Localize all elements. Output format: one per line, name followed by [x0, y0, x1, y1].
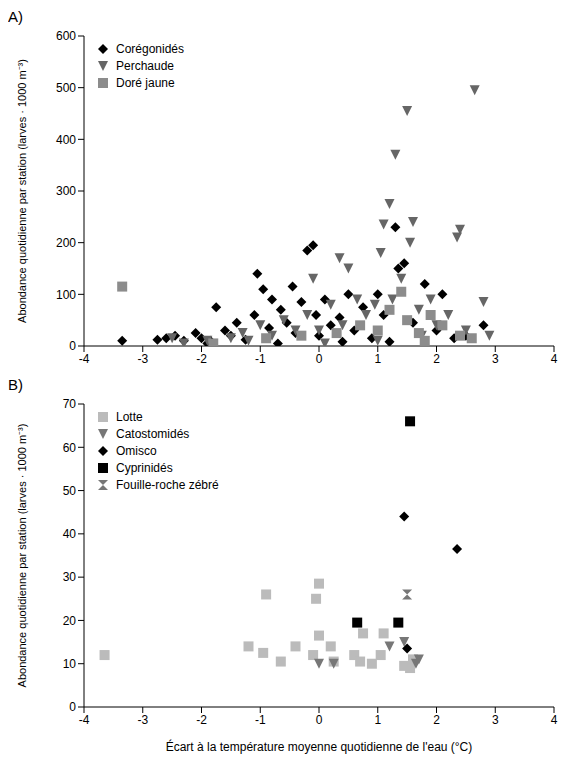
svg-text:0: 0 — [69, 700, 76, 714]
svg-text:60: 60 — [63, 441, 77, 455]
svg-text:-2: -2 — [196, 352, 207, 366]
svg-text:400: 400 — [56, 133, 76, 147]
html-text:Cyprinidés: Cyprinidés — [116, 460, 173, 475]
svg-text:2: 2 — [433, 713, 440, 727]
svg-text:-2: -2 — [196, 713, 207, 727]
html-text:A): A) — [8, 8, 23, 25]
svg-text:10: 10 — [63, 657, 77, 671]
svg-text:40: 40 — [63, 527, 77, 541]
svg-text:50: 50 — [63, 484, 77, 498]
html-text:Perchaude: Perchaude — [116, 58, 174, 73]
html-text:Doré jaune: Doré jaune — [116, 75, 175, 90]
svg-text:3: 3 — [492, 352, 499, 366]
svg-text:-3: -3 — [137, 713, 148, 727]
svg-text:2: 2 — [433, 352, 440, 366]
svg-text:Écart à la température moyenne: Écart à la température moyenne quotidien… — [166, 739, 473, 754]
html-text:Corégonidés: Corégonidés — [116, 41, 184, 56]
html-text:B): B) — [8, 376, 23, 393]
svg-text:-3: -3 — [137, 352, 148, 366]
svg-text:30: 30 — [63, 570, 77, 584]
svg-text:Abondance quotidienne par stat: Abondance quotidienne par station (larve… — [16, 424, 28, 688]
svg-text:1: 1 — [374, 352, 381, 366]
svg-text:1: 1 — [374, 713, 381, 727]
svg-text:200: 200 — [56, 236, 76, 250]
svg-text:0: 0 — [316, 352, 323, 366]
html-text:Lotte: Lotte — [116, 409, 143, 424]
svg-text:20: 20 — [63, 614, 77, 628]
svg-text:-1: -1 — [255, 352, 266, 366]
svg-text:600: 600 — [56, 29, 76, 43]
html-text:Catostomidés: Catostomidés — [116, 426, 190, 441]
svg-text:4: 4 — [551, 352, 558, 366]
svg-text:0: 0 — [69, 339, 76, 353]
svg-text:500: 500 — [56, 81, 76, 95]
svg-text:300: 300 — [56, 184, 76, 198]
svg-text:-1: -1 — [255, 713, 266, 727]
html-text:Omisco: Omisco — [116, 443, 157, 458]
svg-text:70: 70 — [63, 397, 77, 411]
svg-text:-4: -4 — [79, 713, 90, 727]
svg-text:4: 4 — [551, 713, 558, 727]
svg-text:-4: -4 — [79, 352, 90, 366]
html-text:Fouille-roche zébré: Fouille-roche zébré — [116, 477, 219, 492]
svg-text:3: 3 — [492, 713, 499, 727]
svg-text:100: 100 — [56, 288, 76, 302]
svg-text:0: 0 — [316, 713, 323, 727]
svg-text:Abondance quotidienne par stat: Abondance quotidienne par station (larve… — [16, 59, 28, 323]
